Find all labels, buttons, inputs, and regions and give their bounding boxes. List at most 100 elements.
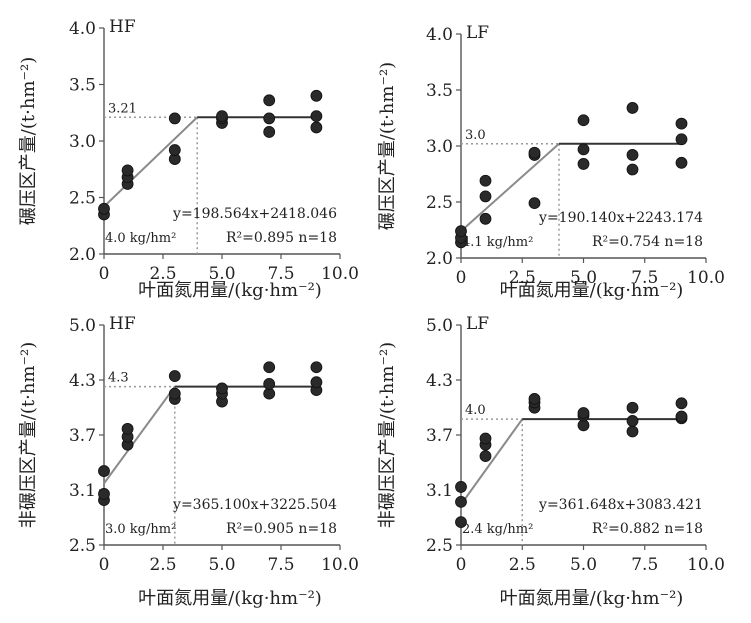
threshold-label: 4.0 kg/hm² <box>105 231 176 246</box>
data-point <box>675 397 688 410</box>
data-point <box>168 144 181 156</box>
panel-corner-label: LF <box>466 23 489 43</box>
plateau-value-label: 3.0 <box>465 128 486 143</box>
data-point <box>675 410 688 423</box>
y-tick-label: 3.5 <box>426 81 453 101</box>
data-point <box>455 495 467 508</box>
x-tick-label: 7.5 <box>631 268 658 288</box>
chart-panel-hf-cs: 2.0 2.5 3.0 3.5 4.0 0 2.5 5.0 7.5 10.0 HF 3.21 4.0 k… <box>18 17 359 301</box>
x-tick-label: 0 <box>456 555 467 575</box>
data-point <box>577 143 590 156</box>
data-point <box>263 378 276 390</box>
y-tick-label: 3.1 <box>426 481 453 501</box>
y-axis-title: 碾压区产量/(t·hm⁻²) <box>377 62 398 230</box>
y-tick-label: 2.5 <box>69 189 96 209</box>
data-point <box>263 126 276 138</box>
x-axis-title: 叶面氮用量/(kg·hm⁻²) <box>500 280 684 301</box>
panel-corner-label: LF <box>466 314 489 334</box>
x-tick-label: 2.5 <box>149 555 176 575</box>
fit-r2-label: R²=0.754 n=18 <box>592 234 703 250</box>
x-tick-label: 2.5 <box>509 268 536 288</box>
y-tick-label: 3.5 <box>69 76 96 96</box>
data-point <box>626 415 639 427</box>
y-tick-label: 2.5 <box>426 536 453 556</box>
y-tick-label: 3.7 <box>426 426 453 446</box>
data-point <box>528 197 541 210</box>
linear-fit-segment <box>460 143 560 232</box>
panel-corner-label: HF <box>109 17 136 37</box>
data-point <box>675 133 688 146</box>
data-point <box>310 361 323 374</box>
y-tick-label: 5.0 <box>426 316 453 336</box>
fit-equation: y=190.140x+2243.174 <box>538 210 703 226</box>
data-point <box>528 146 541 159</box>
data-point <box>310 376 323 389</box>
linear-fit-segment <box>460 418 524 506</box>
data-point <box>626 102 639 114</box>
fit-equation: y=365.100x+3225.504 <box>172 497 337 513</box>
data-point <box>479 432 492 445</box>
fit-r2-label: R²=0.895 n=18 <box>226 230 337 246</box>
data-point <box>121 164 134 177</box>
x-tick-label: 5.0 <box>570 555 597 575</box>
data-point <box>98 202 110 215</box>
data-point <box>263 112 276 125</box>
y-tick-label: 2.5 <box>69 536 96 556</box>
x-axis-title: 叶面氮用量/(kg·hm⁻²) <box>138 588 322 609</box>
threshold-label: 3.0 kg/hm² <box>105 522 176 537</box>
data-point <box>479 212 492 225</box>
data-point <box>455 225 467 238</box>
x-axis-title: 叶面氮用量/(kg·hm⁻²) <box>500 588 684 609</box>
x-tick-label: 0 <box>99 264 110 284</box>
data-point <box>168 370 181 382</box>
data-point <box>675 156 688 169</box>
x-tick-label: 2.5 <box>509 555 536 575</box>
y-tick-label: 2.0 <box>426 249 453 269</box>
data-point <box>626 425 639 438</box>
fit-equation: y=198.564x+2418.046 <box>172 206 337 222</box>
x-tick-label: 10.0 <box>687 555 725 575</box>
x-tick-label: 7.5 <box>267 555 294 575</box>
x-tick-label: 10.0 <box>321 264 359 284</box>
plateau-value-label: 3.21 <box>108 101 137 116</box>
data-point <box>98 465 110 477</box>
x-tick-label: 0 <box>99 555 110 575</box>
y-axis-title: 非碾压区产量/(t·hm⁻²) <box>377 342 398 528</box>
plateau-value-label: 4.3 <box>108 371 129 386</box>
data-point <box>479 174 492 187</box>
y-tick-label: 4.3 <box>69 371 96 391</box>
threshold-label: 2.4 kg/hm² <box>462 522 533 537</box>
data-point <box>577 114 590 127</box>
data-point <box>479 190 492 203</box>
y-tick-label: 3.1 <box>69 481 96 501</box>
data-point <box>168 387 181 400</box>
data-point <box>263 361 276 374</box>
data-point <box>310 89 323 102</box>
y-tick-label: 3.7 <box>69 426 96 446</box>
x-tick-label: 7.5 <box>631 555 658 575</box>
data-point <box>98 488 110 500</box>
panel-corner-label: HF <box>109 314 136 334</box>
threshold-label: 4.1 kg/hm² <box>462 235 533 250</box>
fit-r2-label: R²=0.882 n=18 <box>592 521 703 537</box>
data-point <box>626 149 639 161</box>
linear-fit-segment <box>103 116 198 208</box>
x-tick-label: 2.5 <box>149 264 176 284</box>
x-tick-label: 10.0 <box>687 268 725 288</box>
x-tick-label: 0 <box>456 268 467 288</box>
data-point <box>479 450 492 463</box>
data-point <box>310 121 323 134</box>
y-tick-label: 4.0 <box>69 19 96 39</box>
data-point <box>577 158 590 170</box>
data-point <box>528 393 541 405</box>
linear-fit-segment <box>103 386 176 484</box>
data-point <box>263 94 276 107</box>
y-tick-label: 2.0 <box>69 245 96 265</box>
x-tick-label: 5.0 <box>208 264 235 284</box>
data-point <box>121 422 134 435</box>
x-tick-label: 5.0 <box>570 268 597 288</box>
data-point <box>626 163 639 176</box>
data-point <box>168 112 181 125</box>
